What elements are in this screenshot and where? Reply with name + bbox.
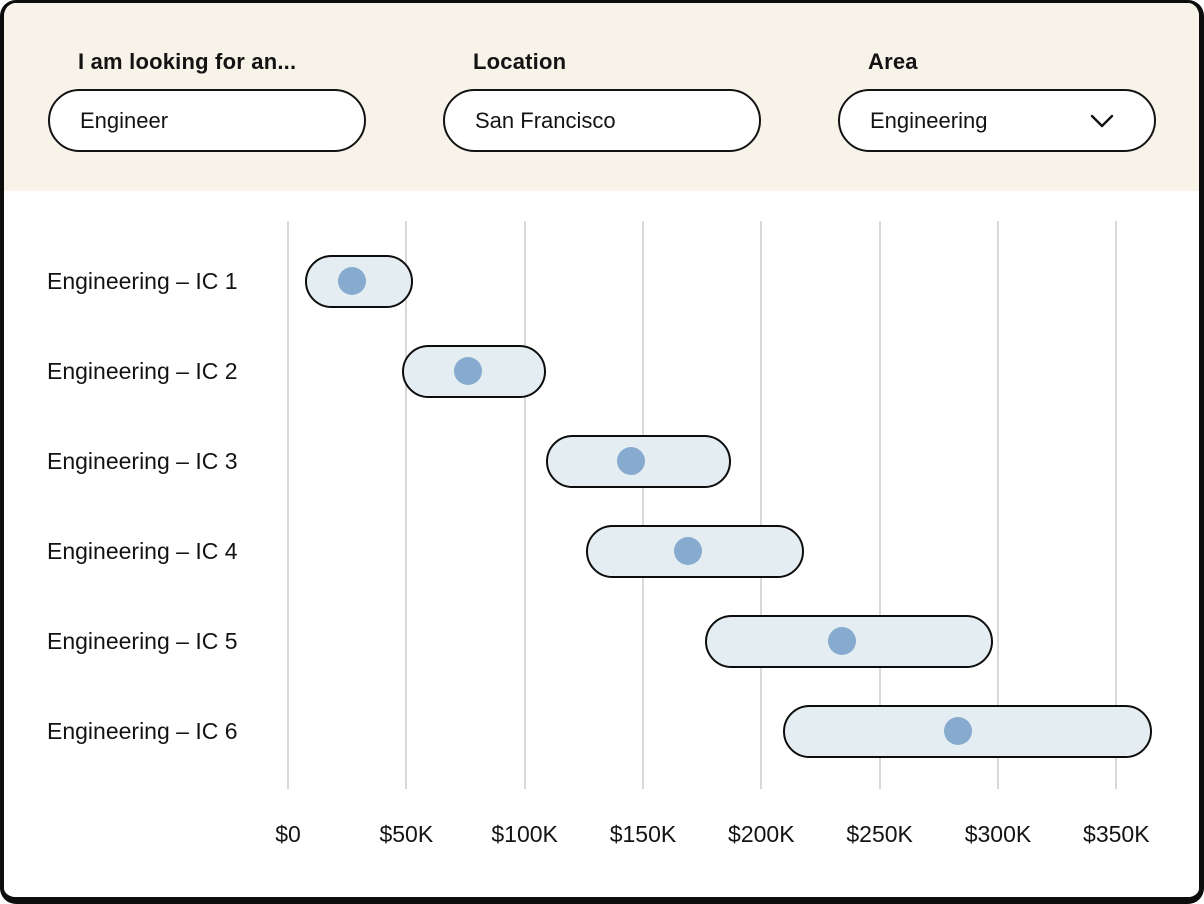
median-dot bbox=[337, 267, 366, 295]
x-axis-tick-label: $300K bbox=[964, 821, 1032, 847]
median-dot bbox=[617, 447, 646, 475]
area-field: Area Engineering bbox=[838, 49, 1156, 191]
gridline bbox=[996, 221, 999, 789]
row-label: Engineering – IC 2 bbox=[47, 358, 238, 384]
area-field-label: Area bbox=[868, 49, 918, 74]
median-dot bbox=[943, 717, 972, 745]
gridline bbox=[287, 221, 289, 789]
chevron-down-icon bbox=[1090, 114, 1114, 127]
gridline bbox=[641, 221, 644, 789]
median-dot bbox=[453, 357, 482, 385]
x-axis-tick-label: $100K bbox=[491, 821, 558, 847]
area-select-value: Engineering bbox=[870, 107, 988, 133]
median-dot bbox=[673, 537, 702, 565]
row-label: Engineering – IC 3 bbox=[47, 448, 238, 474]
x-axis-tick-label: $150K bbox=[609, 821, 677, 847]
row-label: Engineering – IC 1 bbox=[47, 268, 238, 294]
row-label: Engineering – IC 4 bbox=[47, 538, 238, 564]
location-field: Location bbox=[443, 49, 761, 191]
gridline bbox=[523, 221, 526, 789]
salary-range-chart: $0 $50K $100K $150K $200K $250K $300K $350K Engi… bbox=[4, 191, 1199, 897]
row-label: Engineering – IC 6 bbox=[47, 718, 238, 744]
row-label: Engineering – IC 5 bbox=[47, 628, 238, 654]
role-input[interactable] bbox=[48, 89, 366, 152]
gridline bbox=[1115, 221, 1118, 789]
location-field-label: Location bbox=[473, 49, 567, 74]
gridline bbox=[405, 221, 408, 789]
x-axis-tick-label: $0 bbox=[275, 821, 301, 847]
salary-range-bar[interactable] bbox=[304, 254, 414, 308]
role-field: I am looking for an... bbox=[48, 49, 366, 191]
role-field-label: I am looking for an... bbox=[78, 49, 297, 74]
salary-range-bar[interactable] bbox=[782, 704, 1152, 758]
x-axis-tick-label: $50K bbox=[379, 821, 434, 847]
filter-bar: I am looking for an... Location Area Eng… bbox=[4, 3, 1199, 191]
median-dot bbox=[827, 627, 856, 655]
gridline bbox=[760, 221, 763, 789]
location-input[interactable] bbox=[443, 89, 761, 152]
x-axis-tick-label: $350K bbox=[1083, 821, 1150, 847]
x-axis-tick-label: $200K bbox=[728, 821, 795, 847]
gridline bbox=[878, 221, 881, 789]
x-axis-tick-label: $250K bbox=[846, 821, 913, 847]
area-select[interactable]: Engineering bbox=[838, 89, 1156, 152]
